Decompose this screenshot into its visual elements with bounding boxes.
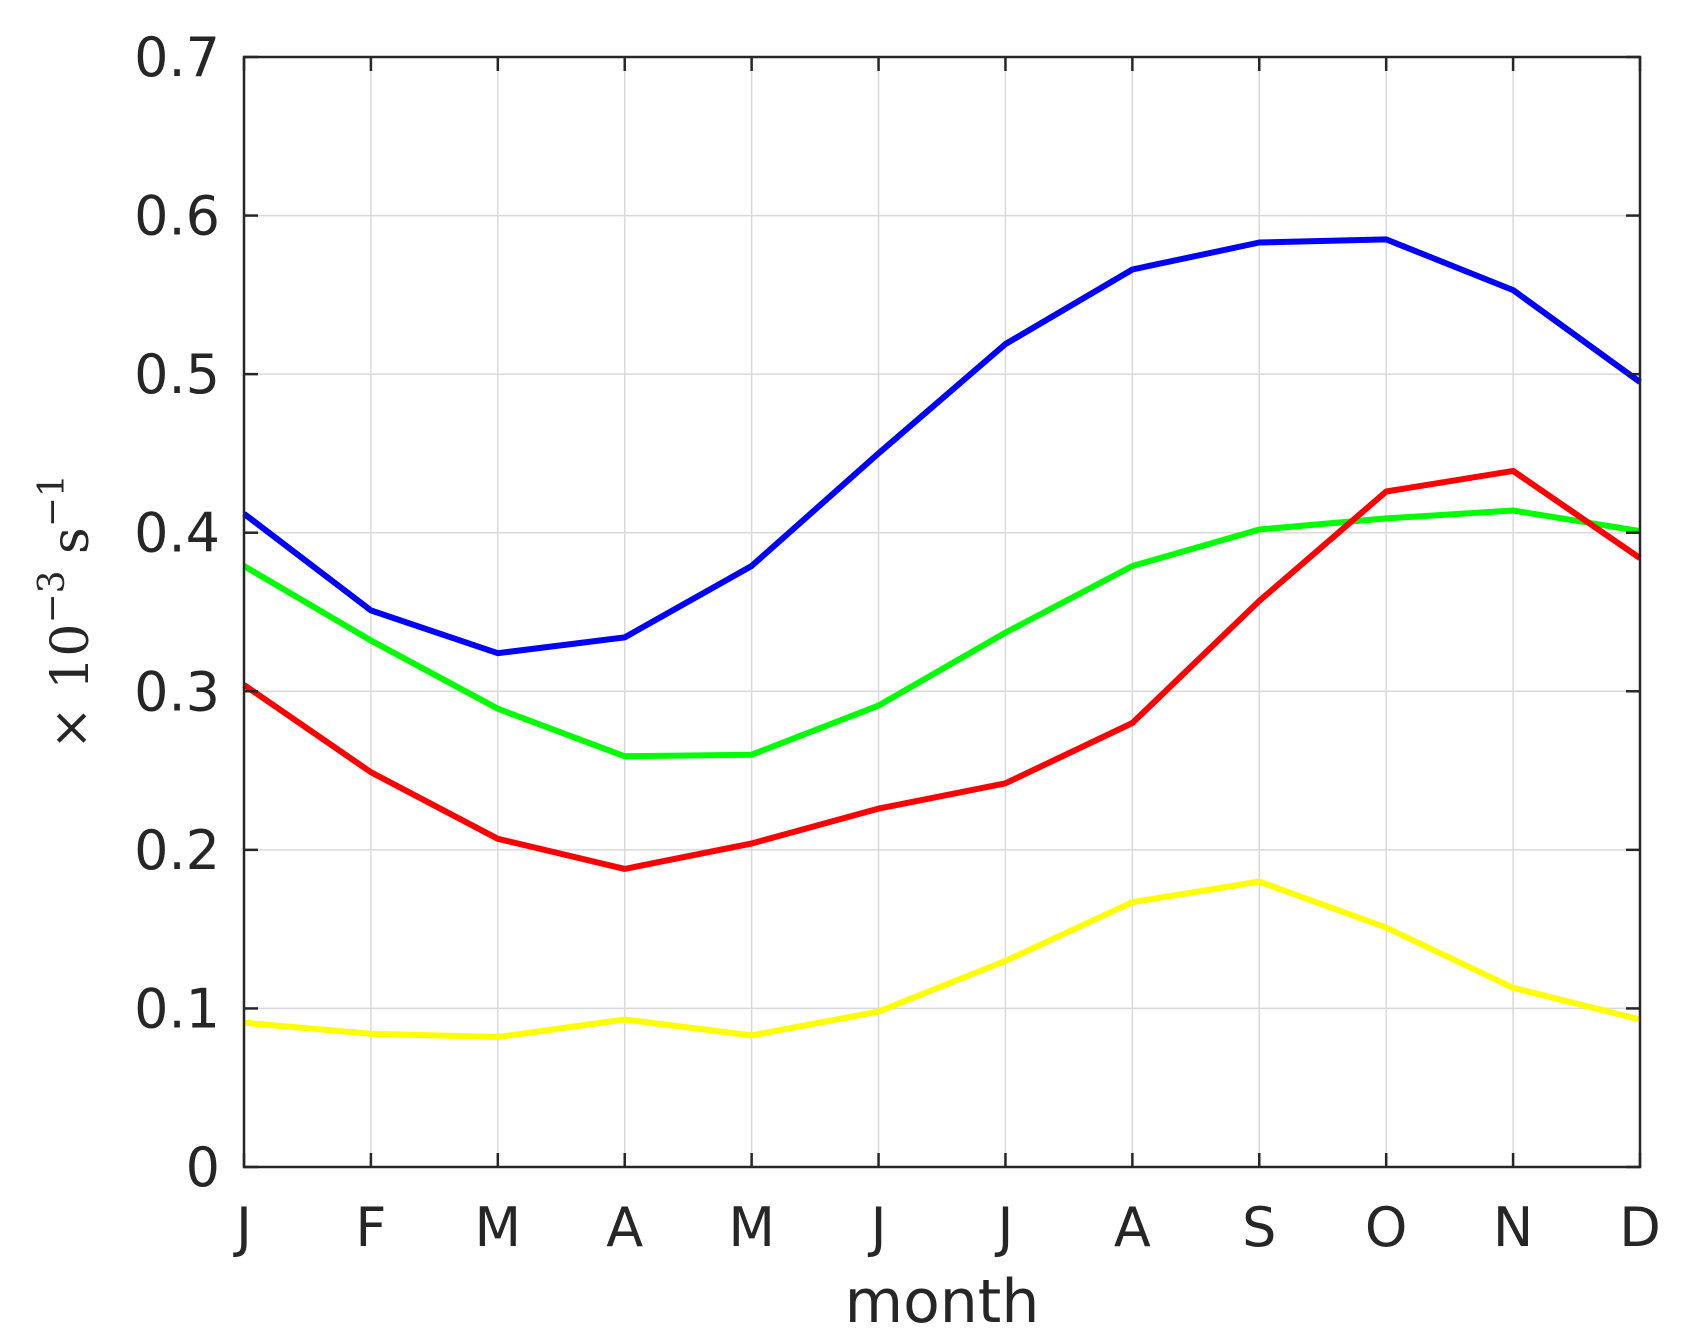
x-tick-label: J — [868, 1196, 887, 1259]
x-tick-label: F — [355, 1196, 386, 1259]
x-tick-label: M — [728, 1196, 775, 1259]
y-axis-label-space — [41, 554, 101, 571]
ticks — [242, 55, 1642, 1169]
y-tick-labels: 0 0.1 0.2 0.3 0.4 0.5 0.6 0.7 — [134, 26, 220, 1199]
y-axis-label-unit-exponent: −1 — [32, 474, 73, 527]
y-tick-label: 0.2 — [134, 819, 220, 882]
x-tick-label: D — [1619, 1196, 1661, 1259]
x-tick-label: J — [233, 1196, 252, 1259]
y-tick-label: 0.3 — [134, 660, 220, 723]
series-line-2 — [242, 507, 1641, 760]
y-tick-label: 0.7 — [134, 26, 220, 89]
y-tick-label: 0 — [186, 1136, 220, 1199]
x-axis-label: month — [845, 1267, 1040, 1337]
y-axis-label-exponent: −3 — [32, 570, 73, 623]
y-tick-label: 0.1 — [134, 977, 220, 1040]
x-tick-label: N — [1493, 1196, 1533, 1259]
plot-frame — [242, 55, 1642, 1169]
series-line-3 — [242, 467, 1642, 872]
series-layer — [242, 236, 1642, 1040]
y-tick-label: 0.4 — [134, 502, 220, 565]
grid — [244, 57, 1640, 1167]
x-tick-label: S — [1242, 1196, 1276, 1259]
y-axis-label-unit: s — [41, 527, 101, 554]
x-tick-label: J — [994, 1196, 1013, 1259]
x-tick-label: M — [475, 1196, 522, 1259]
x-tick-label: A — [1114, 1196, 1151, 1259]
x-tick-label: A — [606, 1196, 643, 1259]
y-axis-label-prefix: × 10 — [41, 624, 101, 750]
x-tick-label: O — [1365, 1196, 1408, 1259]
series-line-4 — [243, 878, 1641, 1040]
y-axis-label: × 10−3 s−1 — [32, 474, 101, 750]
y-tick-label: 0.6 — [134, 185, 220, 248]
series-line-1 — [242, 236, 1642, 657]
y-tick-label: 0.5 — [134, 343, 220, 406]
